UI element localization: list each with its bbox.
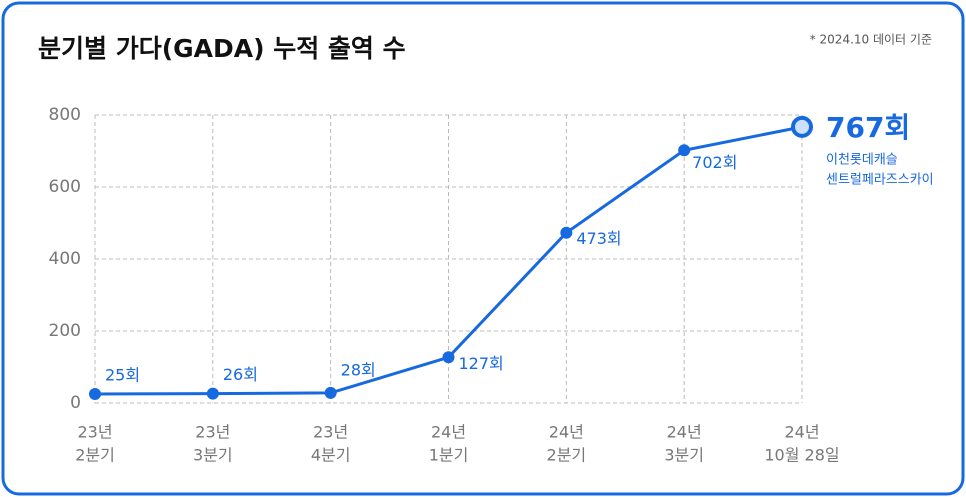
x-tick-label: 24년 [667, 423, 702, 442]
point [324, 386, 337, 399]
annotation: 센트럴페라즈스카이 [826, 172, 934, 187]
y-tick-label: 400 [49, 249, 81, 269]
x-tick-label: 24년 [784, 423, 819, 442]
y-tick-label: 600 [49, 177, 81, 197]
y-tick-label: 0 [70, 393, 81, 413]
data-label: 473회 [576, 229, 621, 248]
y-tick-label: 200 [49, 321, 81, 341]
data-label: 127회 [459, 354, 504, 373]
point [442, 351, 455, 364]
x-tick-label: 3분기 [664, 446, 704, 465]
x-tick-label: 2분기 [75, 446, 115, 465]
data-label: 26회 [223, 365, 258, 384]
x-tick-label: 24년 [431, 423, 466, 442]
x-tick-label: 23년 [77, 423, 112, 442]
highlight-point [791, 115, 813, 138]
highlight-label: 767회 [826, 111, 910, 144]
point [89, 388, 101, 400]
x-tick-label: 3분기 [193, 446, 233, 465]
point [560, 226, 573, 239]
x-tick-label: 4분기 [311, 446, 351, 465]
data-label: 25회 [105, 366, 140, 385]
chart-title: 분기별 가다(GADA) 누적 출역 수 [38, 34, 406, 63]
annotation: 이천롯데캐슬 [826, 152, 898, 167]
data-label: 702회 [692, 153, 737, 172]
x-tick-label: 2분기 [547, 446, 587, 465]
x-tick-label: 24년 [549, 423, 584, 442]
x-tick-label: 1분기 [429, 446, 469, 465]
point [206, 387, 219, 400]
x-tick-label: 23년 [195, 423, 230, 442]
data-label: 28회 [341, 360, 376, 379]
y-tick-label: 800 [49, 105, 81, 125]
x-tick-label: 23년 [313, 423, 348, 442]
x-tick-label: 10월 28일 [764, 446, 839, 465]
note: * 2024.10 데이터 기준 [810, 33, 932, 47]
point [678, 144, 691, 157]
